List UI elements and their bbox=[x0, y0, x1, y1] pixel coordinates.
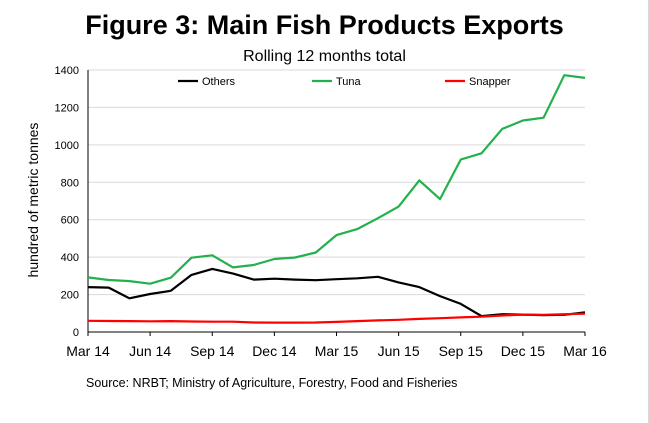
y-tick-label: 0 bbox=[73, 327, 79, 339]
series-line-tuna bbox=[87, 74, 586, 285]
chart-subtitle: Rolling 12 months total bbox=[243, 48, 406, 65]
x-tick-label: Dec 14 bbox=[252, 343, 297, 359]
x-tick-label: Sep 14 bbox=[190, 343, 235, 359]
chart-title: Figure 3: Main Fish Products Exports bbox=[85, 10, 564, 40]
legend-label-others: Others bbox=[202, 76, 236, 88]
legend-label-tuna: Tuna bbox=[336, 76, 362, 88]
x-tick-label: Mar 16 bbox=[563, 343, 607, 359]
x-tick-label: Jun 14 bbox=[129, 343, 171, 359]
y-tick-label: 400 bbox=[61, 252, 79, 264]
series-line-snapper bbox=[87, 312, 586, 324]
y-tick-label: 600 bbox=[61, 215, 79, 227]
series-lines bbox=[87, 74, 586, 324]
series-line-others bbox=[87, 267, 586, 318]
grid-lines bbox=[88, 69, 585, 296]
source-note: Source: NRBT; Ministry of Agriculture, F… bbox=[86, 376, 458, 390]
y-tick-label: 800 bbox=[61, 177, 79, 189]
x-tick-label: Mar 14 bbox=[66, 343, 110, 359]
y-tick-label: 1200 bbox=[55, 102, 79, 114]
y-axis-label: hundred of metric tonnes bbox=[25, 123, 41, 278]
x-tick-label: Sep 15 bbox=[439, 343, 484, 359]
legend: Others Tuna Snapper bbox=[178, 76, 511, 88]
x-tick-label: Dec 15 bbox=[501, 343, 546, 359]
legend-label-snapper: Snapper bbox=[469, 76, 511, 88]
x-tick-label: Jun 15 bbox=[378, 343, 420, 359]
y-tick-label: 1000 bbox=[55, 140, 79, 152]
axes: 0 200 400 600 800 1000 1200 1400 Mar 14 Jun 14 Sep… bbox=[55, 65, 607, 359]
x-tick-label: Mar 15 bbox=[315, 343, 359, 359]
y-tick-label: 1400 bbox=[55, 65, 79, 77]
y-tick-label: 200 bbox=[61, 290, 79, 302]
